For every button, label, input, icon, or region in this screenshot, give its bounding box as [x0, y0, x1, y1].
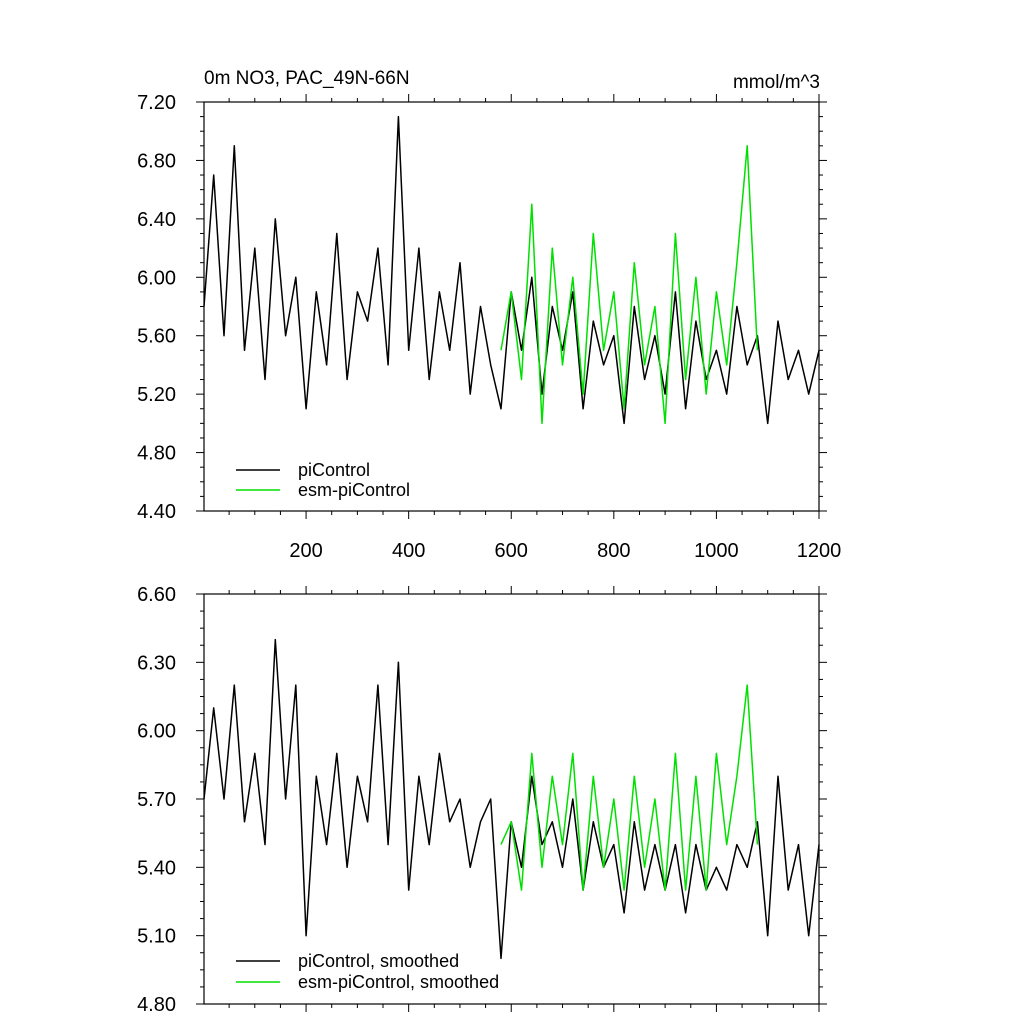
top-xtick-label: 1200: [797, 540, 842, 562]
top-xtick-label: 400: [392, 540, 425, 562]
top-chart-units: mmol/m^3: [733, 72, 820, 93]
top-legend: piControl esm-piControl: [236, 460, 410, 500]
bottom-ytick-label: 4.80: [137, 994, 176, 1016]
bottom-chart-frame: [203, 593, 820, 1005]
bottom-ytick-label: 6.60: [137, 584, 176, 606]
top-ytick-label: 4.40: [137, 501, 176, 523]
bottom-ytick-label: 5.40: [137, 857, 176, 879]
bottom-legend: piControl, smoothed esm-piControl, smoot…: [236, 951, 499, 992]
bottom-ytick-label: 6.30: [137, 652, 176, 674]
top-ytick-label: 6.00: [137, 267, 176, 289]
bottom-series-line-esm-piControl: [500, 684, 759, 891]
top-chart-axes: 4.40 4.80 5.20 5.60 6.00 6.40 6.80 7.20 200 400 60…: [137, 92, 841, 562]
top-xtick-label: 200: [289, 540, 322, 562]
top-legend-label-piControl: piControl: [298, 460, 370, 480]
top-ytick-label: 4.80: [137, 443, 176, 465]
top-series-line-piControl: [203, 115, 820, 425]
top-ytick-label: 6.80: [137, 150, 176, 172]
top-chart-series: [203, 115, 820, 425]
top-legend-label-esm-piControl: esm-piControl: [298, 480, 410, 500]
bottom-chart-axes: 4.80 5.10 5.40 5.70 6.00 6.30 6.60: [137, 584, 827, 1016]
top-xtick-label: 1000: [694, 540, 739, 562]
top-xtick-label: 600: [495, 540, 528, 562]
top-ytick-label: 7.20: [137, 92, 176, 114]
top-chart-frame: [203, 101, 820, 512]
bottom-chart-series: [203, 638, 820, 960]
bottom-ytick-label: 5.70: [137, 789, 176, 811]
bottom-legend-label-esm-piControl: esm-piControl, smoothed: [298, 972, 499, 992]
top-ytick-label: 6.40: [137, 209, 176, 231]
top-ytick-label: 5.60: [137, 326, 176, 348]
bottom-ytick-label: 5.10: [137, 926, 176, 948]
bottom-chart: 4.80 5.10 5.40 5.70 6.00 6.30 6.60 piControl, …: [137, 584, 827, 1016]
top-xtick-label: 800: [597, 540, 630, 562]
bottom-series-line-piControl: [203, 638, 820, 960]
bottom-legend-label-piControl: piControl, smoothed: [298, 951, 459, 971]
bottom-ytick-label: 6.00: [137, 721, 176, 743]
top-series-line-esm-piControl: [500, 145, 759, 425]
top-ytick-label: 5.20: [137, 384, 176, 406]
top-chart: 0m NO3, PAC_49N-66N mmol/m^3 4.40 4.80 5.2…: [137, 68, 841, 562]
top-chart-title: 0m NO3, PAC_49N-66N: [204, 68, 410, 89]
